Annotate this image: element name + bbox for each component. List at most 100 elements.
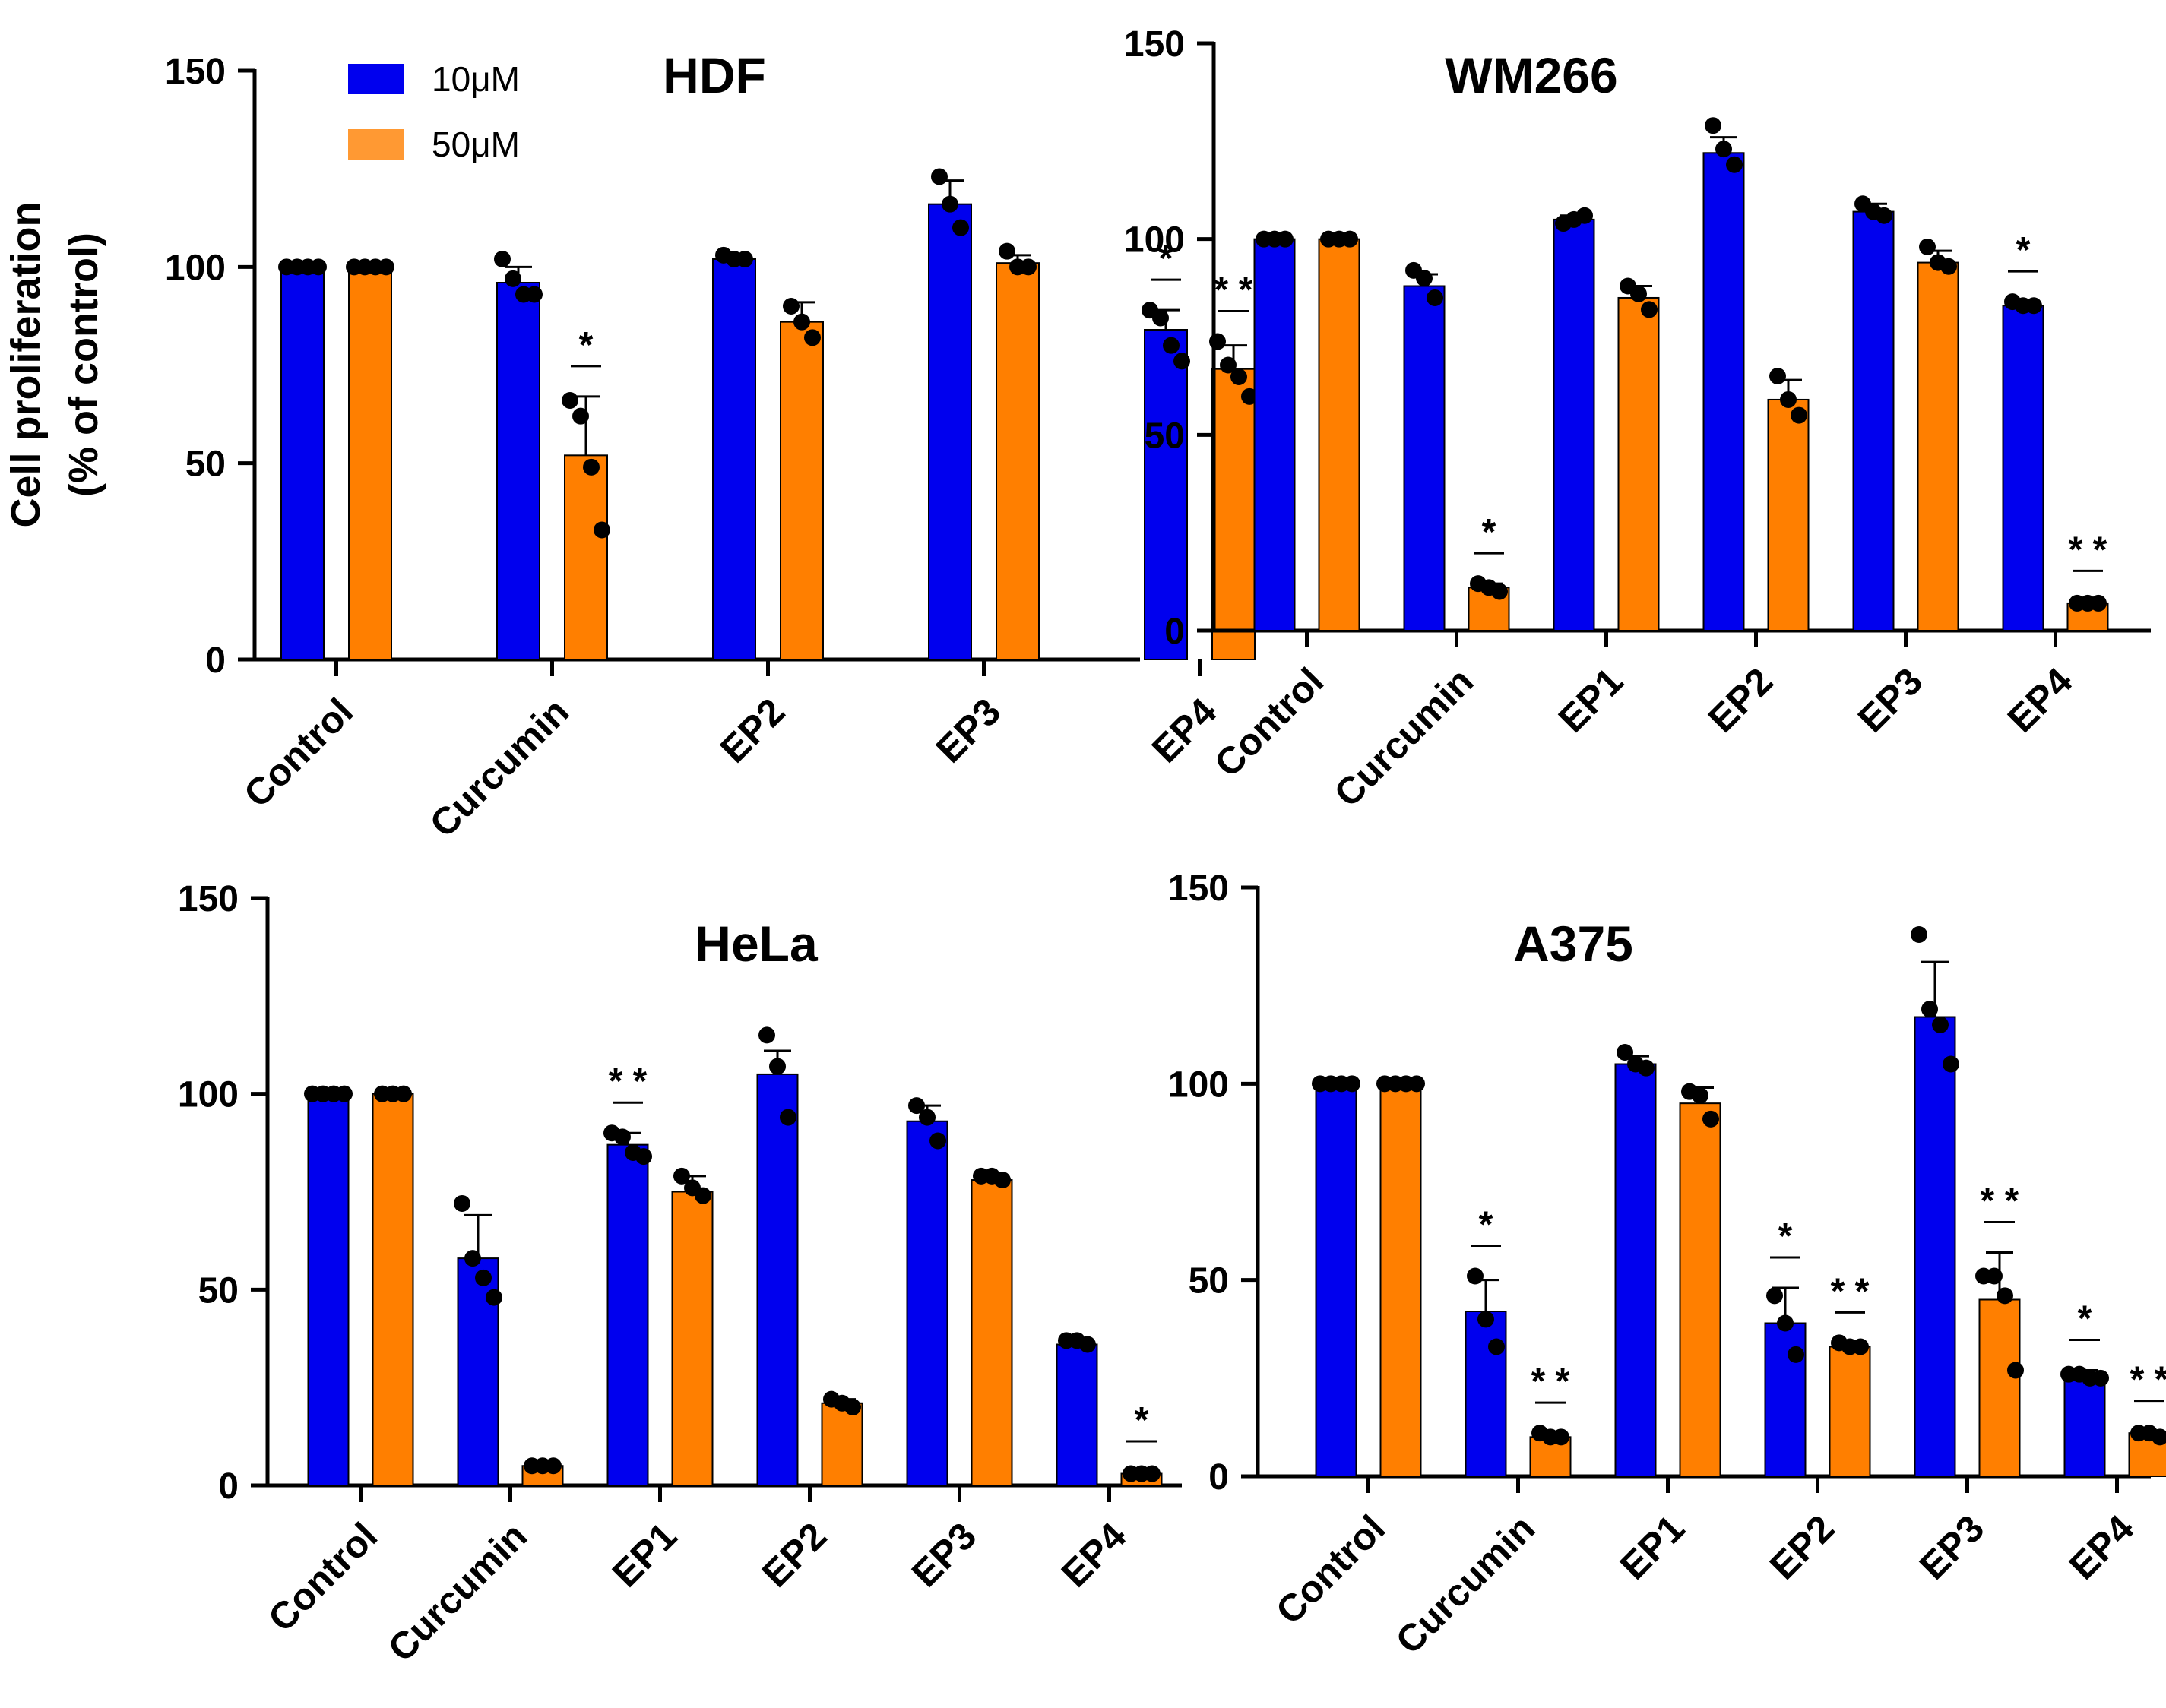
- y-tick-label: 50: [198, 1270, 239, 1311]
- x-tick-label: Curcumin: [422, 690, 578, 846]
- bar: [996, 262, 1040, 660]
- data-point: [635, 1148, 652, 1166]
- data-point: [2025, 297, 2042, 315]
- bar: [1318, 238, 1360, 631]
- data-point: [2007, 1362, 2024, 1379]
- data-point: [475, 1269, 492, 1286]
- data-point: [1173, 353, 1190, 370]
- data-point: [1766, 1287, 1783, 1305]
- data-point: [1230, 368, 1247, 385]
- data-point: [1911, 926, 1927, 943]
- bar: [821, 1402, 863, 1487]
- panel-title-wm266: WM266: [1445, 47, 1617, 103]
- bar: [496, 282, 540, 660]
- bar: [1914, 1016, 1956, 1477]
- x-tick-label: Control: [260, 1514, 385, 1640]
- data-point: [736, 251, 753, 267]
- y-tick-label: 150: [165, 52, 226, 92]
- data-point: [1788, 1346, 1804, 1363]
- x-tick-label: EP1: [1612, 1507, 1693, 1587]
- y-tick-label: 150: [1168, 868, 1229, 909]
- legend: 10μM 50μM: [348, 59, 520, 164]
- data-point: [999, 242, 1015, 260]
- data-point: [1344, 1075, 1360, 1093]
- y-axis-label-line2: (% of control): [61, 232, 106, 497]
- significance-mark: *: [1159, 239, 1173, 279]
- x-tick-label: Curcumin: [1388, 1507, 1544, 1662]
- bar: [564, 454, 608, 660]
- x-tick-label: EP3: [1911, 1507, 1992, 1587]
- data-point: [2090, 594, 2107, 612]
- data-point: [1152, 309, 1169, 327]
- data-point: [562, 392, 578, 409]
- y-tick-label: 100: [165, 248, 226, 288]
- data-point: [1705, 117, 1721, 134]
- data-point: [1702, 1110, 1719, 1128]
- panel-title-a375: A375: [1513, 916, 1633, 972]
- data-point: [545, 1457, 562, 1475]
- data-point: [695, 1187, 711, 1204]
- data-point: [1163, 337, 1180, 354]
- data-point: [1617, 1044, 1633, 1061]
- x-tick-label: Control: [236, 690, 361, 815]
- data-point: [505, 270, 521, 287]
- y-tick-label: 150: [178, 879, 239, 919]
- data-point: [769, 1058, 786, 1075]
- bar: [1829, 1346, 1871, 1477]
- significance-mark: * *: [2130, 1360, 2166, 1400]
- data-point: [1919, 238, 1936, 255]
- data-point: [1852, 1338, 1869, 1355]
- bar: [307, 1093, 350, 1486]
- data-point: [1630, 285, 1647, 302]
- bar: [2002, 305, 2044, 631]
- data-point: [1277, 230, 1294, 248]
- data-point: [1477, 1311, 1494, 1328]
- data-point: [1488, 1338, 1505, 1355]
- data-point: [1209, 333, 1226, 350]
- data-point: [336, 1085, 353, 1102]
- significance-mark: * *: [2069, 530, 2107, 570]
- data-point: [614, 1128, 631, 1146]
- x-tick-label: EP4: [2061, 1507, 2142, 1588]
- data-point: [793, 313, 810, 331]
- bar: [1253, 238, 1296, 631]
- data-point: [1932, 1016, 1949, 1033]
- data-point: [464, 1250, 481, 1267]
- significance-mark: * *: [609, 1061, 648, 1102]
- y-tick-label: 100: [178, 1075, 239, 1115]
- bar: [280, 266, 325, 661]
- bar: [1767, 398, 1810, 631]
- significance-mark: *: [1482, 512, 1496, 552]
- panel-title-hela: HeLa: [695, 916, 819, 972]
- data-point: [844, 1398, 861, 1415]
- data-point: [526, 286, 543, 303]
- panel-title-hdf: HDF: [663, 47, 766, 103]
- bar: [1315, 1083, 1357, 1478]
- data-point: [2152, 1428, 2166, 1446]
- legend-swatch-50uM: [348, 129, 404, 160]
- data-point: [2092, 1369, 2109, 1387]
- data-point: [994, 1172, 1011, 1189]
- data-point: [804, 329, 821, 346]
- bar: [1978, 1298, 2021, 1477]
- bar: [1679, 1102, 1721, 1477]
- y-axis-label: Cell proliferation (% of control): [3, 201, 106, 527]
- x-tick-label: Control: [1206, 659, 1332, 785]
- x-tick-label: Control: [1268, 1507, 1393, 1632]
- significance-mark: *: [1778, 1216, 1793, 1257]
- x-tick-label: Curcumin: [380, 1514, 536, 1670]
- y-axis-label-line1: Cell proliferation: [3, 201, 49, 527]
- legend-label-50uM: 50μM: [432, 125, 520, 164]
- data-point: [1144, 1465, 1161, 1482]
- x-tick-label: EP3: [928, 690, 1009, 770]
- x-tick-label: EP2: [1762, 1507, 1842, 1587]
- bar: [1917, 261, 1959, 631]
- data-point: [1791, 406, 1807, 424]
- bar: [2063, 1373, 2106, 1477]
- y-tick-label: 50: [185, 444, 226, 485]
